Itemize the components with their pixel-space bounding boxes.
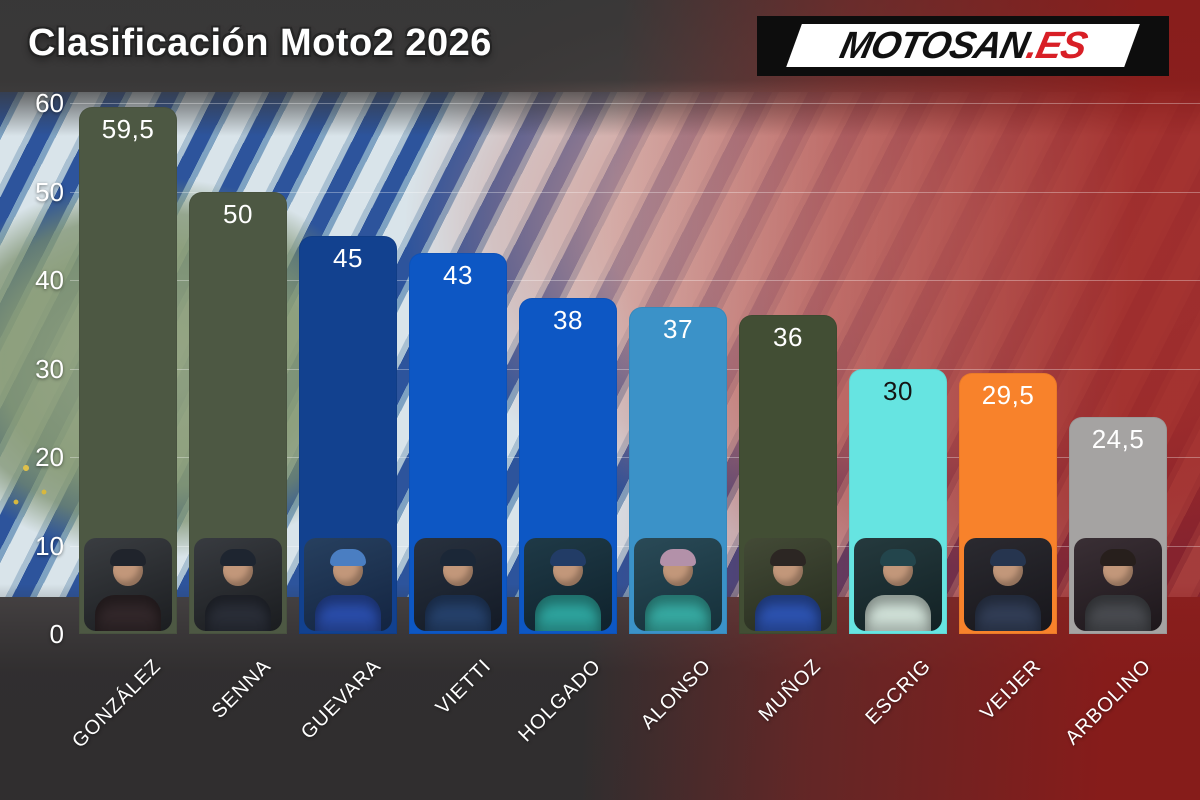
gridline-40 <box>70 280 1200 281</box>
bar-value-label: 59,5 <box>101 114 155 145</box>
rider-photo-escrig <box>854 538 942 631</box>
rider-cap <box>660 548 696 566</box>
bar-value-label: 24,5 <box>1091 424 1145 455</box>
y-axis-tick-10: 10 <box>35 530 64 561</box>
rider-photo-vietti <box>414 537 502 631</box>
rider-suit <box>425 594 491 631</box>
rider-cap <box>440 548 476 566</box>
bar-guevara: 45 <box>299 235 397 634</box>
rider-cap <box>990 548 1026 566</box>
rider-suit <box>755 594 821 631</box>
page-title: Clasificación Moto2 2026 <box>28 22 492 64</box>
rider-cap <box>550 548 586 566</box>
bar-gonzález: 59,5 <box>79 107 177 634</box>
rider-cap <box>770 548 806 566</box>
rider-photo-arbolino <box>1074 537 1162 631</box>
bar-senna: 50 <box>189 191 287 634</box>
gridline-60 <box>70 103 1200 104</box>
bar-value-label: 37 <box>663 313 693 344</box>
rider-cap <box>110 548 146 566</box>
y-axis-tick-60: 60 <box>35 88 64 118</box>
rider-cap <box>220 549 256 566</box>
bar-alonso: 37 <box>629 306 727 634</box>
rider-photo-gonzález <box>84 537 172 631</box>
rider-suit <box>315 595 381 631</box>
rider-cap <box>880 549 916 566</box>
bar-value-label: 38 <box>553 304 583 335</box>
y-axis-tick-40: 40 <box>35 265 64 295</box>
y-axis-tick-50: 50 <box>35 176 64 207</box>
rider-cap <box>330 549 366 566</box>
motosan-logo: MOTOSAN.ES <box>757 16 1169 76</box>
rider-suit <box>1085 594 1151 631</box>
bar-value-label: 29,5 <box>981 379 1035 410</box>
rider-photo-muñoz <box>744 537 832 631</box>
bar-arbolino: 24,5 <box>1069 417 1167 634</box>
bar-value-label: 50 <box>223 198 253 229</box>
rider-cap <box>1100 548 1136 566</box>
rider-suit <box>645 594 711 631</box>
bar-vietti: 43 <box>409 253 507 634</box>
rider-photo-veijer <box>964 537 1052 631</box>
rider-suit <box>865 595 931 631</box>
bar-value-label: 36 <box>773 322 803 353</box>
bar-value-label: 45 <box>333 242 363 273</box>
rider-photo-alonso <box>634 537 722 631</box>
bar-muñoz: 36 <box>739 315 837 634</box>
y-axis-tick-30: 30 <box>35 353 64 384</box>
bar-value-label: 43 <box>443 260 473 291</box>
rider-suit <box>975 594 1041 631</box>
bar-escrig: 30 <box>849 368 947 634</box>
gridline-50 <box>70 191 1200 193</box>
rider-photo-senna <box>194 538 282 631</box>
rider-photo-holgado <box>524 537 612 631</box>
rider-suit <box>535 594 601 631</box>
y-axis-tick-20: 20 <box>35 442 64 472</box>
bar-veijer: 29,5 <box>959 372 1057 634</box>
y-axis-tick-0: 0 <box>49 619 64 649</box>
rider-photo-guevara <box>304 538 392 631</box>
bar-holgado: 38 <box>519 297 617 634</box>
bar-value-label: 30 <box>883 375 913 406</box>
rider-suit <box>95 594 161 631</box>
rider-suit <box>205 595 271 631</box>
